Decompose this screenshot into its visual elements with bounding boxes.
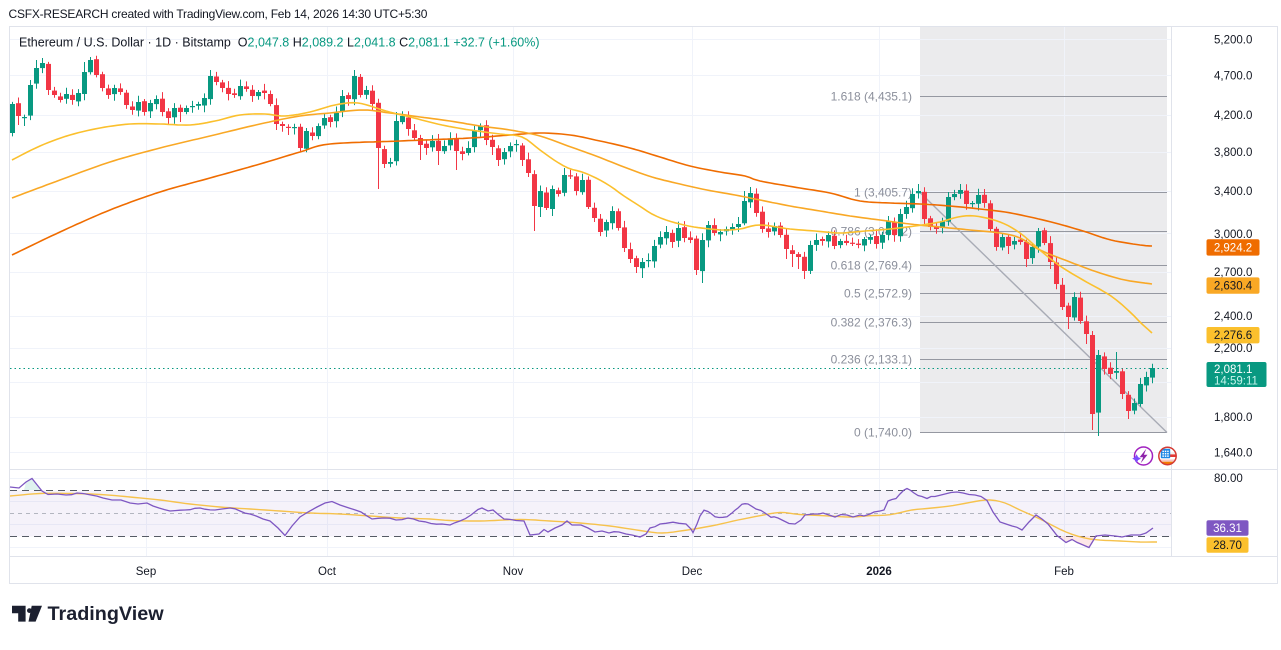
svg-text:Feb: Feb: [1054, 566, 1074, 578]
svg-text:1 (3,405.7): 1 (3,405.7): [854, 186, 912, 200]
svg-text:0.618 (2,769.4): 0.618 (2,769.4): [831, 259, 912, 273]
svg-text:4,200.0: 4,200.0: [1214, 110, 1252, 122]
svg-text:36.31: 36.31: [1213, 523, 1242, 535]
svg-text:0 (1,740.0): 0 (1,740.0): [854, 426, 912, 440]
svg-text:2,400.0: 2,400.0: [1214, 311, 1252, 323]
svg-text:80.00: 80.00: [1214, 473, 1243, 485]
svg-text:TradingView: TradingView: [48, 603, 165, 625]
svg-text:2,200.0: 2,200.0: [1214, 343, 1252, 355]
svg-text:0.786 (3,049.2): 0.786 (3,049.2): [831, 225, 912, 239]
svg-text:3,000.0: 3,000.0: [1214, 229, 1252, 241]
svg-text:0.236 (2,133.1): 0.236 (2,133.1): [831, 353, 912, 367]
svg-text:0.5 (2,572.9): 0.5 (2,572.9): [844, 287, 912, 301]
svg-text:4,700.0: 4,700.0: [1214, 71, 1252, 83]
svg-text:0.382 (2,376.3): 0.382 (2,376.3): [831, 316, 912, 330]
svg-text:CSFX-RESEARCH created with Tra: CSFX-RESEARCH created with TradingView.c…: [9, 7, 428, 21]
svg-text:2,700.0: 2,700.0: [1214, 267, 1252, 279]
svg-text:2,276.6: 2,276.6: [1214, 330, 1252, 342]
svg-text:2,630.4: 2,630.4: [1214, 281, 1253, 293]
svg-text:5,200.0: 5,200.0: [1214, 35, 1252, 47]
svg-text:14:59:11: 14:59:11: [1214, 376, 1258, 388]
svg-text:Dec: Dec: [682, 566, 703, 578]
svg-text:Oct: Oct: [318, 566, 337, 578]
svg-text:2,081.1: 2,081.1: [1214, 364, 1252, 376]
svg-text:2,924.2: 2,924.2: [1214, 242, 1252, 254]
svg-text:2026: 2026: [866, 566, 892, 578]
svg-text:28.70: 28.70: [1213, 540, 1242, 552]
svg-text:1.618 (4,435.1): 1.618 (4,435.1): [831, 90, 912, 104]
svg-text:Sep: Sep: [136, 566, 156, 578]
svg-text:Nov: Nov: [503, 566, 524, 578]
svg-text:1,640.0: 1,640.0: [1214, 448, 1252, 460]
svg-text:Ethereum / U.S. Dollar · 1D ·: Ethereum / U.S. Dollar · 1D · Bitstamp O…: [19, 36, 540, 50]
svg-text:3,800.0: 3,800.0: [1214, 147, 1252, 159]
svg-text:1,800.0: 1,800.0: [1214, 412, 1252, 424]
svg-text:3,400.0: 3,400.0: [1214, 186, 1252, 198]
